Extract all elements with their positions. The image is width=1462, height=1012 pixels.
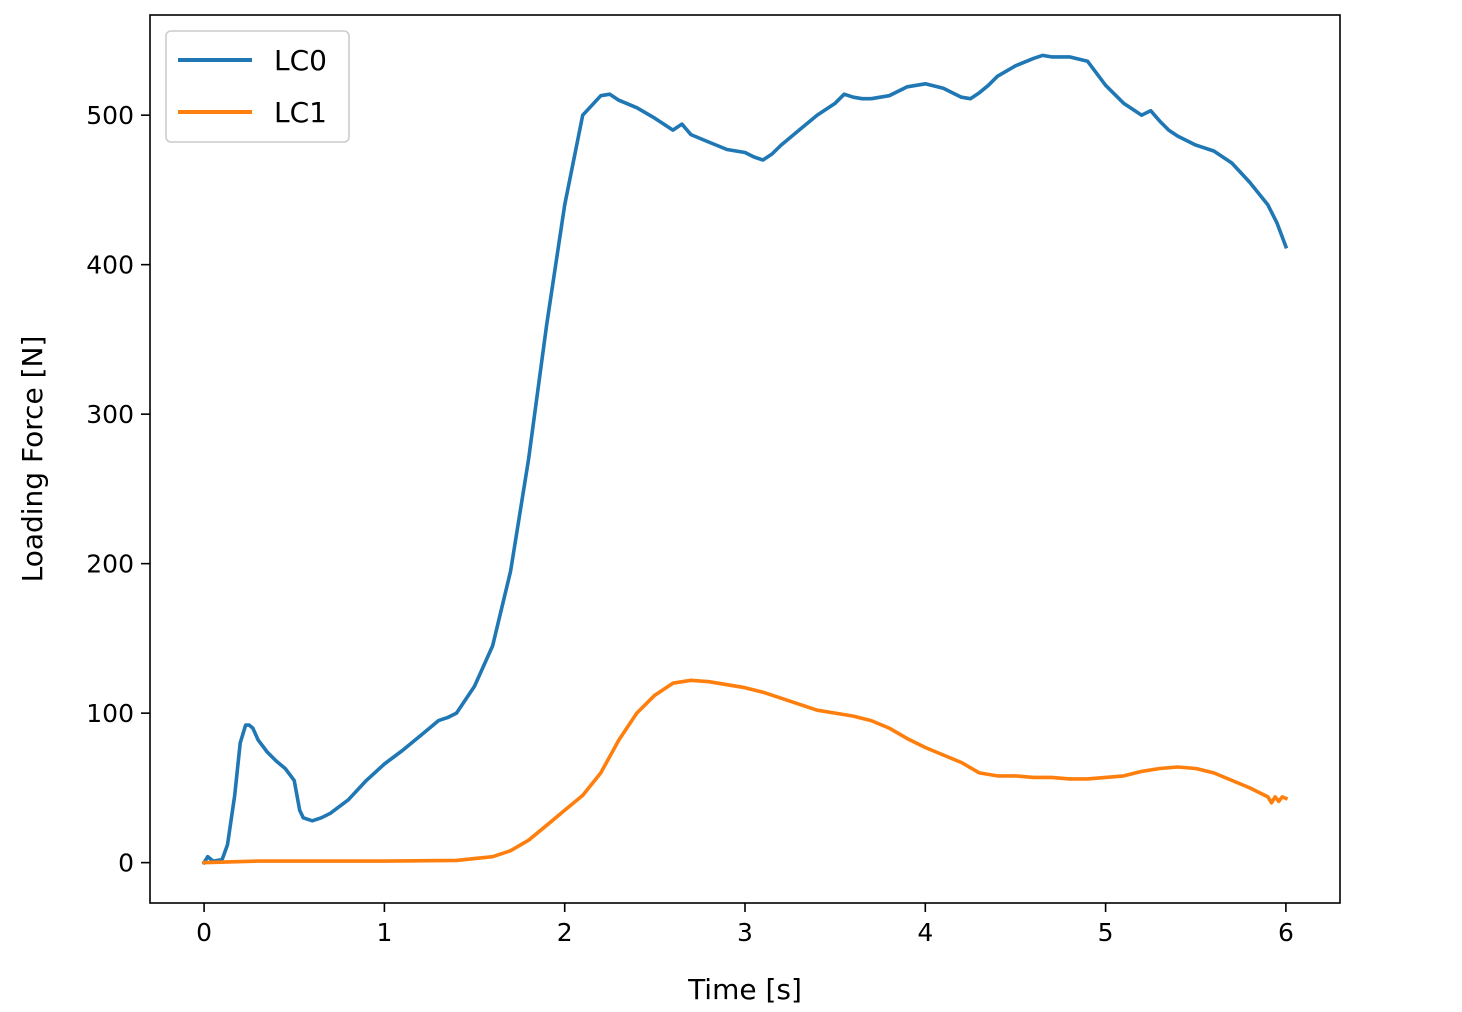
- x-tick-label: 4: [917, 918, 933, 947]
- y-tick-label: 0: [118, 849, 134, 878]
- x-axis-label: Time [s]: [687, 973, 802, 1006]
- ticks-layer: 0 1 2 3 4 5 6 0 100 200 300 400 500: [86, 101, 1294, 947]
- y-tick-label: 200: [86, 550, 134, 579]
- x-tick-label: 6: [1278, 918, 1294, 947]
- plot-area: [150, 15, 1340, 903]
- legend-label-lc0: LC0: [274, 44, 327, 77]
- y-axis-label: Loading Force [N]: [16, 336, 49, 583]
- x-tick-label: 0: [196, 918, 212, 947]
- legend: LC0 LC1: [165, 30, 350, 143]
- x-tick-label: 2: [557, 918, 573, 947]
- series-line-lc0: [201, 53, 1289, 866]
- series-layer: [201, 53, 1289, 866]
- plot-frame: [149, 14, 1341, 904]
- y-tick-label: 300: [86, 400, 134, 429]
- y-tick-label: 500: [86, 101, 134, 130]
- y-tick-label: 400: [86, 251, 134, 280]
- y-tick-label: 100: [86, 699, 134, 728]
- x-tick-label: 1: [376, 918, 392, 947]
- x-tick-label: 5: [1098, 918, 1114, 947]
- legend-label-lc1: LC1: [274, 96, 327, 129]
- series-line-lc1: [202, 678, 1289, 865]
- x-tick-label: 3: [737, 918, 753, 947]
